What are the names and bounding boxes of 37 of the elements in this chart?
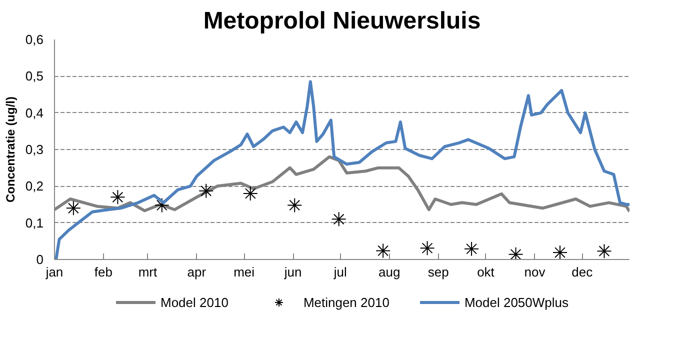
point	[66, 200, 81, 216]
point	[331, 212, 346, 227]
legend-label: Metingen 2010	[303, 294, 390, 310]
x-tick-label: mrt	[138, 264, 158, 280]
y-tick-label: 0,4	[25, 105, 44, 120]
x-tick-label: dec	[572, 264, 594, 280]
x-tick-label: nov	[524, 264, 546, 280]
y-tick-label: 0,3	[25, 142, 44, 157]
point	[110, 190, 126, 205]
legend-label: Model 2050Wplus	[464, 294, 569, 310]
point	[242, 186, 258, 201]
x-tick-label: sep	[428, 264, 449, 280]
point	[552, 245, 568, 260]
x-tick-label: jan	[44, 264, 64, 280]
point	[198, 183, 214, 198]
y-tick-label: 0,2	[25, 178, 44, 194]
y-axis-title: Concentratie (ug/l)	[3, 96, 18, 202]
point	[508, 246, 524, 260]
y-tick-label: 0,5	[25, 68, 44, 84]
y-tick-label: 0	[36, 252, 44, 267]
point	[287, 198, 302, 213]
x-tick-label: jul	[332, 264, 348, 280]
point	[376, 243, 391, 258]
legend-label: Model 2010	[160, 294, 228, 310]
point	[596, 244, 612, 259]
x-tick-label: aug	[378, 264, 400, 280]
x-tick-label: mei	[234, 264, 255, 280]
x-tick-label: feb	[94, 264, 113, 280]
y-tick-label: 0,6	[25, 32, 44, 47]
chart-title: Metoprolol Nieuwersluis	[203, 8, 481, 34]
y-tick-label: 0,1	[25, 215, 44, 230]
x-tick-label: okt	[477, 264, 495, 280]
point	[420, 240, 435, 256]
point	[464, 241, 480, 256]
x-tick-label: apr	[187, 264, 207, 280]
x-tick-label: jun	[283, 264, 302, 280]
point	[154, 198, 170, 213]
